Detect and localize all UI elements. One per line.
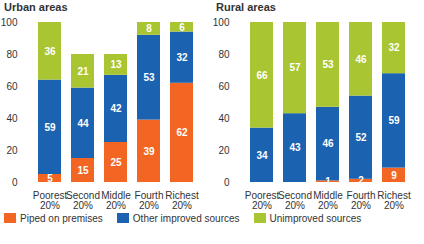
svg-text:59: 59: [44, 122, 56, 133]
svg-text:34: 34: [256, 150, 268, 161]
svg-text:80: 80: [218, 49, 230, 60]
svg-text:Second20%: Second20%: [278, 190, 312, 210]
svg-text:8: 8: [146, 23, 152, 34]
svg-text:44: 44: [77, 118, 89, 129]
svg-text:40: 40: [6, 113, 18, 124]
svg-text:9: 9: [391, 170, 397, 181]
svg-text:25: 25: [110, 157, 122, 168]
svg-text:66: 66: [256, 70, 268, 81]
svg-text:Middle20%: Middle20%: [101, 190, 131, 210]
svg-text:53: 53: [143, 72, 155, 83]
html-text:Piped on premises: Piped on premises: [20, 212, 103, 224]
svg-text:60: 60: [6, 81, 18, 92]
svg-text:43: 43: [289, 142, 301, 153]
svg-text:52: 52: [355, 132, 367, 143]
svg-text:6: 6: [179, 22, 185, 33]
svg-text:2: 2: [358, 175, 364, 186]
svg-text:0: 0: [12, 177, 18, 188]
svg-text:Richest20%: Richest20%: [165, 190, 199, 210]
svg-text:36: 36: [44, 46, 56, 57]
html-text:Other improved sources: Other improved sources: [132, 212, 240, 224]
svg-text:80: 80: [6, 49, 18, 60]
svg-text:20: 20: [6, 145, 18, 156]
svg-text:0: 0: [224, 177, 230, 188]
svg-text:40: 40: [218, 113, 230, 124]
svg-text:42: 42: [110, 103, 122, 114]
svg-text:20: 20: [218, 145, 230, 156]
svg-text:Fourth20%: Fourth20%: [135, 190, 164, 210]
svg-text:Poorest20%: Poorest20%: [245, 190, 280, 210]
svg-text:60: 60: [218, 81, 230, 92]
svg-text:46: 46: [322, 138, 334, 149]
html-text:Unimproved sources: Unimproved sources: [269, 212, 362, 224]
svg-text:100: 100: [1, 17, 18, 28]
svg-text:Middle20%: Middle20%: [313, 190, 343, 210]
html-text:Urban areas: Urban areas: [4, 1, 68, 13]
svg-text:59: 59: [388, 115, 400, 126]
svg-text:46: 46: [355, 54, 367, 65]
svg-text:21: 21: [77, 66, 89, 77]
svg-text:32: 32: [176, 52, 188, 63]
svg-text:5: 5: [47, 173, 53, 184]
svg-text:39: 39: [143, 146, 155, 157]
svg-text:Poorest20%: Poorest20%: [33, 190, 68, 210]
svg-text:15: 15: [77, 165, 89, 176]
svg-text:1: 1: [325, 176, 331, 187]
svg-text:62: 62: [176, 127, 188, 138]
svg-text:Richest20%: Richest20%: [377, 190, 411, 210]
svg-text:100: 100: [213, 17, 230, 28]
svg-text:32: 32: [388, 42, 400, 53]
svg-text:57: 57: [289, 62, 301, 73]
svg-text:53: 53: [322, 59, 334, 70]
svg-text:13: 13: [110, 59, 122, 70]
html-text:Rural areas: Rural areas: [216, 1, 276, 13]
svg-text:Second20%: Second20%: [66, 190, 100, 210]
svg-text:Fourth20%: Fourth20%: [347, 190, 376, 210]
